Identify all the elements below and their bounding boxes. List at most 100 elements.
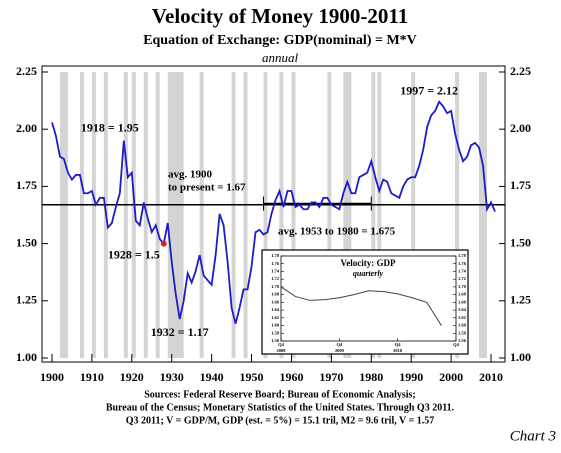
recession-band xyxy=(59,72,68,358)
y-tick-label-right: 1.75 xyxy=(510,178,531,192)
inset-y-tick-label: 1.78 xyxy=(271,253,280,258)
recession-band xyxy=(263,72,268,358)
inset-y-tick-label-right: 1.66 xyxy=(458,299,467,304)
inset-y-tick-label: 1.66 xyxy=(271,299,280,304)
inset-line xyxy=(280,286,442,326)
x-tick-label: 1930 xyxy=(160,370,184,384)
inset-x-tick-label: Q4 xyxy=(336,342,343,347)
x-tick-label: 1910 xyxy=(80,370,104,384)
inset-y-tick-label: 1.70 xyxy=(271,284,280,289)
inset-x-tick-label: Q4 xyxy=(395,342,402,347)
annotation: 1932 = 1.17 xyxy=(151,325,209,339)
inset-y-tick-label-right: 1.62 xyxy=(458,315,467,320)
x-tick-label: 1950 xyxy=(240,370,264,384)
recession-band xyxy=(79,72,84,358)
inset-x-tick-label: 2010 xyxy=(393,348,403,353)
footnote: Q3 2011; V = GDP/M, GDP (est. = 5%) = 15… xyxy=(126,415,435,426)
x-tick-label: 1980 xyxy=(359,370,383,384)
inset-x-tick-label: 2008 xyxy=(277,348,287,353)
inset-y-tick-label: 1.58 xyxy=(271,330,280,335)
inset-y-tick-label-right: 1.74 xyxy=(458,268,467,273)
annotation: 1928 = 1.5 xyxy=(108,247,160,261)
x-tick-label: 1920 xyxy=(120,370,144,384)
x-tick-label: 1970 xyxy=(319,370,343,384)
inset-y-tick-label-right: 1.58 xyxy=(458,330,467,335)
inset-box xyxy=(261,249,469,355)
period-label: annual xyxy=(262,50,299,65)
chart-title: Velocity of Money 1900-2011 xyxy=(152,4,408,28)
x-tick-label: 1940 xyxy=(200,370,224,384)
inset-y-tick-label: 1.68 xyxy=(271,292,280,297)
inset-y-tick-label: 1.62 xyxy=(271,315,280,320)
annotation-marker xyxy=(160,240,167,247)
recession-band xyxy=(371,72,376,358)
recession-band xyxy=(123,72,128,358)
inset-y-tick-label-right: 1.78 xyxy=(458,253,467,258)
recession-band xyxy=(291,72,296,358)
plot-frame xyxy=(41,65,506,363)
inset-x-tick-label: Q4 xyxy=(278,342,285,347)
recession-band xyxy=(91,72,96,358)
annotation: 1997 = 2.12 xyxy=(400,83,458,97)
footnote: Bureau of the Census; Monetary Statistic… xyxy=(106,402,455,413)
recession-band xyxy=(143,72,148,358)
inset-frame xyxy=(280,255,457,342)
y-tick-label-right: 1.00 xyxy=(510,350,531,364)
footnote: Sources: Federal Reserve Board; Bureau o… xyxy=(144,389,416,400)
recession-band xyxy=(243,72,248,358)
x-tick-label: 2000 xyxy=(439,370,463,384)
recession-band xyxy=(327,72,332,358)
series-line xyxy=(51,100,496,324)
y-tick-label: 1.00 xyxy=(16,350,37,364)
y-tick-label: 1.25 xyxy=(16,293,37,307)
x-tick-label: 1900 xyxy=(40,370,64,384)
inset-x-tick-label: Q4 xyxy=(453,342,460,347)
inset-y-tick-label-right: 1.68 xyxy=(458,292,467,297)
y-tick-label-right: 2.25 xyxy=(510,64,531,78)
inset-y-tick-label: 1.74 xyxy=(271,268,280,273)
inset-title: Velocity: GDP xyxy=(341,258,396,268)
y-tick-label: 2.00 xyxy=(16,121,37,135)
inset-y-tick-label-right: 1.56 xyxy=(458,338,467,343)
reference-label: avg. 1900 xyxy=(168,169,213,181)
y-tick-label: 1.50 xyxy=(16,235,37,249)
inset-x-tick-label: 2009 xyxy=(335,348,345,353)
x-tick-label: 2010 xyxy=(479,370,503,384)
y-tick-label: 2.25 xyxy=(16,64,37,78)
x-tick-label: 1960 xyxy=(279,370,303,384)
recession-band xyxy=(377,72,382,358)
y-tick-label: 1.75 xyxy=(16,178,37,192)
inset-subtitle: quarterly xyxy=(353,269,384,278)
reference-label: avg. 1953 to 1980 = 1.675 xyxy=(278,226,396,238)
inset-y-tick-label-right: 1.70 xyxy=(458,284,467,289)
x-tick-label: 1990 xyxy=(399,370,423,384)
reference-label: to present = 1.67 xyxy=(168,182,246,194)
y-tick-label-right: 2.00 xyxy=(510,121,531,135)
inset-y-tick-label-right: 1.72 xyxy=(458,276,467,281)
recession-band xyxy=(167,72,184,358)
inset-y-tick-label: 1.76 xyxy=(271,261,280,266)
recession-band xyxy=(343,72,352,358)
inset-y-tick-label-right: 1.76 xyxy=(458,261,467,266)
recession-band xyxy=(199,72,204,358)
chart-label: Chart 3 xyxy=(510,428,556,444)
y-tick-label-right: 1.25 xyxy=(510,293,531,307)
recession-band xyxy=(131,72,136,358)
recession-band xyxy=(155,72,160,358)
inset-y-tick-label-right: 1.60 xyxy=(458,323,467,328)
inset-y-tick-label: 1.56 xyxy=(271,338,280,343)
inset-y-tick-label: 1.64 xyxy=(271,307,280,312)
inset-y-tick-label: 1.72 xyxy=(271,276,280,281)
recession-band xyxy=(279,72,284,358)
recession-band xyxy=(479,72,488,358)
recession-band xyxy=(455,72,460,358)
recession-band xyxy=(231,72,236,358)
y-tick-label-right: 1.50 xyxy=(510,235,531,249)
recession-band xyxy=(411,72,416,358)
annotation: 1918 = 1.95 xyxy=(81,120,139,134)
chart-subtitle: Equation of Exchange: GDP(nominal) = M*V xyxy=(143,33,417,48)
inset-y-tick-label: 1.60 xyxy=(271,323,280,328)
inset-y-tick-label-right: 1.64 xyxy=(458,307,467,312)
